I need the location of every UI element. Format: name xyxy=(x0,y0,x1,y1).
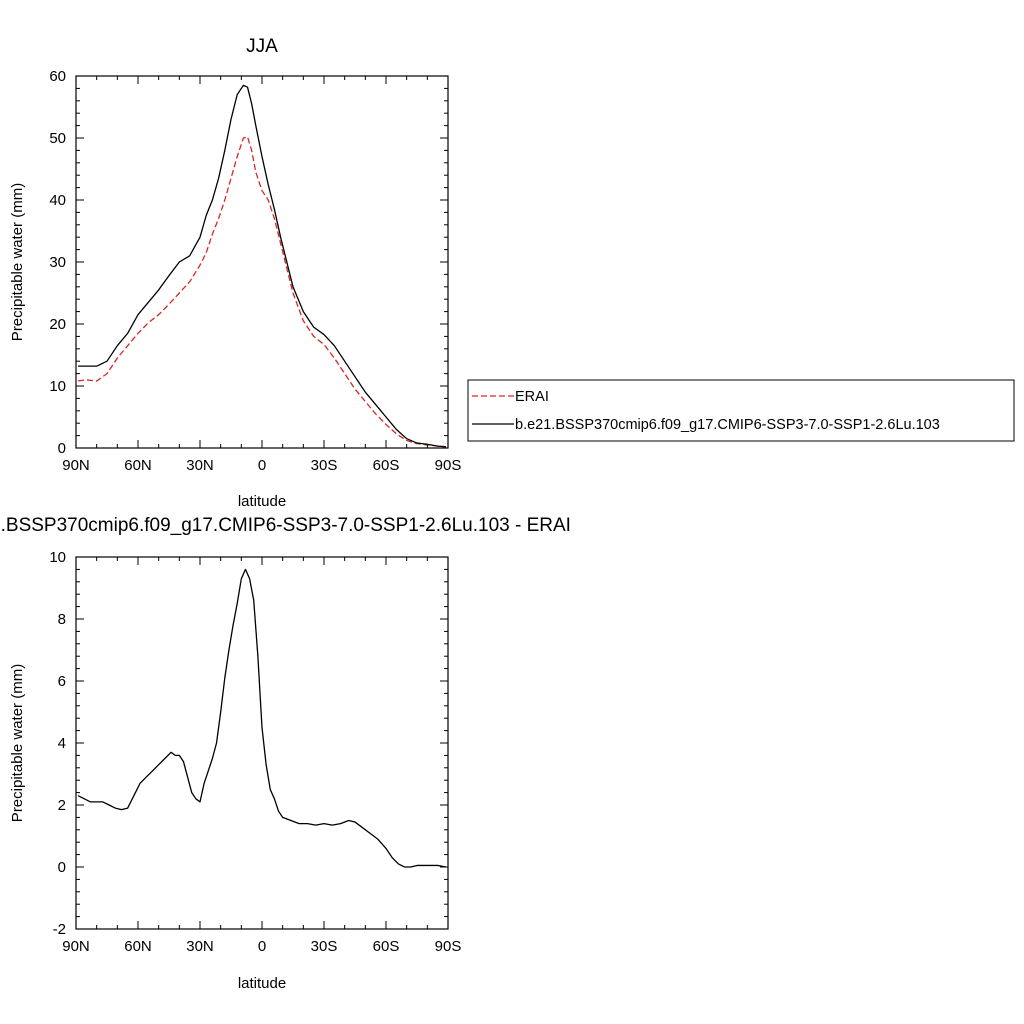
x-tick-label: 60S xyxy=(373,457,400,474)
bottom-y-axis-label: Precipitable water (mm) xyxy=(9,664,26,822)
y-tick-label: 50 xyxy=(49,130,66,147)
bottom-y-tick-labels: -2 0 2 4 6 8 10 xyxy=(49,549,66,938)
bottom-series-group xyxy=(77,568,447,868)
x-tick-label: 30N xyxy=(186,457,214,474)
bottom-panel: b.e21.BSSP370cmip6.f09_g17.CMIP6-SSP3-7.… xyxy=(0,515,571,992)
y-tick-label: 2 xyxy=(58,797,66,814)
top-tick-marks xyxy=(75,75,449,449)
legend-entry-model: b.e21.BSSP370cmip6.f09_g17.CMIP6-SSP3-7.… xyxy=(515,417,940,433)
x-tick-label: 60N xyxy=(124,457,152,474)
y-tick-label: 0 xyxy=(58,859,66,876)
bottom-chart-title: b.e21.BSSP370cmip6.f09_g17.CMIP6-SSP3-7.… xyxy=(0,515,571,536)
y-tick-label: 60 xyxy=(49,68,66,85)
x-tick-label: 90N xyxy=(62,938,90,955)
top-y-axis-label: Precipitable water (mm) xyxy=(9,183,26,341)
series-line-0 xyxy=(77,136,446,448)
legend-entry-erai: ERAI xyxy=(515,389,549,405)
y-tick-label: 10 xyxy=(49,549,66,566)
legend-box xyxy=(467,379,1015,442)
x-tick-label: 60S xyxy=(373,938,400,955)
top-chart-title: JJA xyxy=(246,36,278,57)
x-tick-label: 30S xyxy=(311,457,338,474)
x-tick-label: 0 xyxy=(258,457,266,474)
y-tick-label: 10 xyxy=(49,378,66,395)
bottom-x-tick-labels: 90N 60N 30N 0 30S 60S 90S xyxy=(62,938,461,955)
top-y-tick-labels: 0 10 20 30 40 50 60 xyxy=(49,68,66,457)
y-tick-label: 0 xyxy=(58,440,66,457)
series-line-1 xyxy=(78,84,446,448)
y-tick-label: 30 xyxy=(49,254,66,271)
top-x-tick-labels: 90N 60N 30N 0 30S 60S 90S xyxy=(62,457,461,474)
y-tick-label: 6 xyxy=(58,673,66,690)
top-plot-frame xyxy=(75,75,449,449)
series-line-0 xyxy=(77,568,447,868)
x-tick-label: 90S xyxy=(435,938,462,955)
x-tick-label: 90N xyxy=(62,457,90,474)
x-tick-label: 30N xyxy=(186,938,214,955)
legend: ERAI b.e21.BSSP370cmip6.f09_g17.CMIP6-SS… xyxy=(467,379,1015,442)
x-tick-label: 90S xyxy=(435,457,462,474)
y-tick-label: 40 xyxy=(49,192,66,209)
top-x-axis-label: latitude xyxy=(238,493,286,510)
bottom-x-axis-label: latitude xyxy=(238,975,286,992)
bottom-plot-frame xyxy=(75,556,449,930)
bottom-tick-marks xyxy=(75,556,449,930)
top-panel: JJA 0 10 20 30 40 50 60 90N 60N 30N 0 30S 60S 90S la… xyxy=(9,36,461,510)
y-tick-label: 20 xyxy=(49,316,66,333)
y-tick-label: 8 xyxy=(58,611,66,628)
y-tick-label: -2 xyxy=(53,921,66,938)
x-tick-label: 30S xyxy=(311,938,338,955)
x-tick-label: 0 xyxy=(258,938,266,955)
top-series-group xyxy=(77,84,446,448)
y-tick-label: 4 xyxy=(58,735,66,752)
x-tick-label: 60N xyxy=(124,938,152,955)
